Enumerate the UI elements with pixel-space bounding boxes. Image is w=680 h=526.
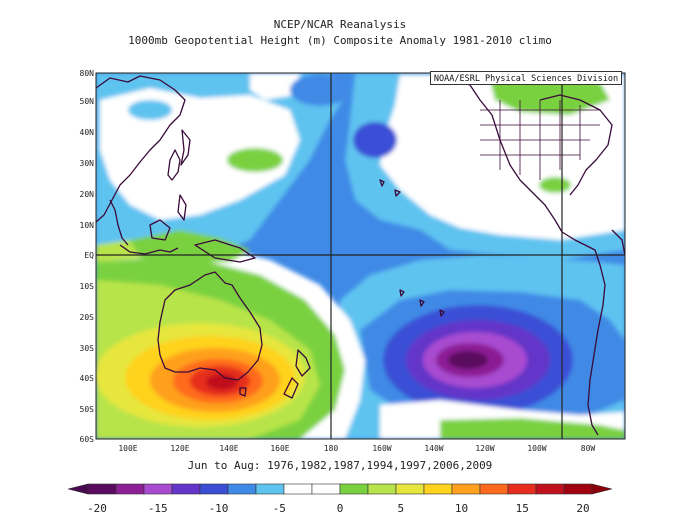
dark-purple-center <box>448 351 488 369</box>
colorbar-tick-label: 5 <box>397 502 404 515</box>
colorbar: -20 -15 -10 -5 0 5 10 15 20 <box>67 483 613 515</box>
blue-central-blob <box>353 122 397 158</box>
japan-coast <box>180 129 191 166</box>
colorbar-swatch <box>199 483 229 495</box>
white-top <box>250 73 300 100</box>
south-america-north-coast <box>611 229 625 256</box>
anomaly-field <box>96 73 625 439</box>
lat-label: 50S <box>80 405 95 414</box>
dark-red-center <box>206 374 238 390</box>
new-zealand-coast <box>283 349 311 399</box>
colorbar-swatch <box>479 483 509 495</box>
colorbar-swatch <box>395 483 425 495</box>
lon-axis-labels: 100E 120E 140E 160E 180 160W 140W 120W 100W 80W <box>118 444 595 453</box>
yellow-green-indian-ocean <box>96 240 140 262</box>
colorbar-tick-label: 10 <box>455 502 468 515</box>
lon-label: 160E <box>270 444 289 453</box>
lat-label: 50N <box>80 97 95 106</box>
north-america-east-coast <box>539 94 613 196</box>
green-south-band <box>440 418 625 439</box>
colorbar-swatch <box>87 483 117 495</box>
north-america-west-coast <box>449 79 563 233</box>
asia-coast <box>96 75 186 223</box>
colorbar-swatch <box>283 483 313 495</box>
colorbar-swatch <box>535 483 565 495</box>
coastlines <box>96 75 625 436</box>
lon-label: 140E <box>219 444 238 453</box>
lat-label: 60S <box>80 435 95 444</box>
page-subtitle: 1000mb Geopotential Height (m) Composite… <box>128 34 552 47</box>
credit-label: NOAA/ESRL Physical Sciences Division <box>430 71 622 85</box>
green-indonesia <box>130 230 250 262</box>
lat-label: EQ <box>84 251 94 260</box>
white-northeast <box>380 75 625 240</box>
lat-label: 10N <box>80 221 95 230</box>
borneo-coast <box>149 219 171 241</box>
colorbar-swatch <box>171 483 201 495</box>
indochina-coast <box>109 199 129 246</box>
lon-label: 80W <box>581 444 596 453</box>
philippines-coast <box>177 194 187 221</box>
colorbar-swatch <box>255 483 285 495</box>
lon-label: 160W <box>372 444 391 453</box>
colorbar-swatch <box>227 483 257 495</box>
lat-label: 30S <box>80 344 95 353</box>
lon-label: 100W <box>527 444 546 453</box>
sumatra-java-coast <box>119 244 179 255</box>
map-frame <box>95 72 626 440</box>
colorbar-swatch <box>563 483 593 495</box>
australia-coast <box>157 271 263 381</box>
colorbar-tick-label: 20 <box>576 502 589 515</box>
colorbar-swatch <box>143 483 173 495</box>
white-northwest <box>100 88 300 220</box>
tasmania-coast <box>239 387 247 397</box>
page-title: NCEP/NCAR Reanalysis <box>273 18 407 31</box>
lon-label: 140W <box>424 444 443 453</box>
lat-axis-labels: 80N 50N 40N 30N 20N 10N EQ 10S 20S 30S 40S 50S 60S <box>80 69 95 444</box>
colorbar-swatch <box>115 483 145 495</box>
us-state-grid <box>480 100 600 180</box>
colorbar-tick-label: -15 <box>148 502 168 515</box>
colorbar-swatch <box>423 483 453 495</box>
colorbar-tick-label: -20 <box>87 502 107 515</box>
date-range-label: Jun to Aug: 1976,1982,1987,1994,1997,200… <box>187 459 493 472</box>
colorbar-tick-label: 15 <box>516 502 529 515</box>
reference-lines <box>96 73 625 439</box>
colorbar-tick-label: 0 <box>337 502 344 515</box>
light-blue-asia <box>128 100 172 120</box>
new-guinea-coast <box>194 239 256 263</box>
colorbar-swatch <box>451 483 481 495</box>
lon-label: 120W <box>475 444 494 453</box>
colorbar-right-arrow <box>591 483 613 495</box>
lat-label: 80N <box>80 69 95 78</box>
colorbar-tick-label: -10 <box>209 502 229 515</box>
polynesia-islands <box>399 289 445 317</box>
state-borders <box>480 100 600 180</box>
lon-label: 100E <box>118 444 137 453</box>
colorbar-left-arrow <box>67 483 89 495</box>
lat-label: 20S <box>80 313 95 322</box>
south-america-west-coast <box>561 231 606 436</box>
hawaii-islands <box>379 179 401 197</box>
colorbar-swatch <box>311 483 341 495</box>
colorbar-swatch <box>507 483 537 495</box>
korea-japan-coast <box>167 149 181 181</box>
lat-label: 30N <box>80 159 95 168</box>
lon-label: 120E <box>170 444 189 453</box>
green-north-pacific <box>227 148 283 172</box>
lat-label: 20N <box>80 190 95 199</box>
colorbar-tick-label: -5 <box>273 502 286 515</box>
green-caribbean <box>539 177 571 193</box>
colorbar-swatch <box>339 483 369 495</box>
lon-label: 180 <box>324 444 339 453</box>
lat-label: 40S <box>80 374 95 383</box>
blue-north-blob <box>290 74 350 106</box>
colorbar-swatch <box>367 483 397 495</box>
lat-label: 40N <box>80 128 95 137</box>
lat-label: 10S <box>80 282 95 291</box>
